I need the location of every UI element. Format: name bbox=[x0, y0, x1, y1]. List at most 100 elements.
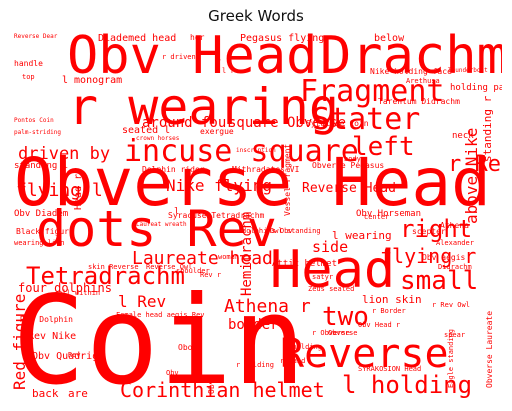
word: dolphins Obv bbox=[242, 227, 293, 235]
word: flying r bbox=[380, 244, 477, 268]
word: Athena r bbox=[224, 296, 311, 317]
word: incuse square bbox=[124, 134, 359, 169]
word: Stater bbox=[312, 102, 421, 137]
word-vertical: Obverse Laureate bbox=[485, 310, 494, 388]
word-vertical: Eagle standing bbox=[447, 328, 455, 388]
word: Didrachm bbox=[438, 263, 472, 271]
word: Attic helmet bbox=[272, 259, 338, 269]
figure-title: Greek Words bbox=[208, 7, 304, 25]
word: r hand bbox=[280, 357, 306, 365]
word: Reverse Owl bbox=[146, 263, 193, 271]
word: Corinthian helmet bbox=[120, 378, 325, 402]
word: Diademed head bbox=[98, 33, 177, 44]
word: Obverse bbox=[328, 329, 358, 337]
word-vertical: Obv bbox=[207, 379, 216, 394]
word: exergue bbox=[200, 127, 234, 136]
word: l Rev bbox=[118, 292, 167, 311]
word: l bbox=[174, 207, 180, 217]
word: Athena bbox=[440, 221, 469, 230]
word: l r bbox=[222, 67, 235, 75]
word: Obv aegis bbox=[422, 253, 466, 262]
word: Arethusa bbox=[406, 77, 440, 85]
word: dots Rev bbox=[36, 200, 277, 258]
word: r bbox=[216, 57, 221, 66]
word: r holding bbox=[236, 361, 274, 369]
word: Obverse Pegasus bbox=[312, 161, 385, 170]
word: Obv Horseman bbox=[356, 209, 422, 219]
word-vertical: above Nike bbox=[462, 127, 481, 224]
word: all within bbox=[58, 289, 101, 297]
word: satyr bbox=[312, 273, 334, 281]
word-vertical: Red figure bbox=[12, 293, 29, 390]
word: center bbox=[364, 213, 390, 221]
word: Nike flying bbox=[166, 176, 272, 195]
word: Reverse Dear bbox=[14, 33, 58, 40]
word: skin Reverse bbox=[88, 263, 139, 271]
word: handle bbox=[14, 59, 43, 68]
word: lion skin bbox=[362, 293, 422, 306]
word: Pontos Coin bbox=[14, 117, 54, 124]
word: Mithradates VI bbox=[232, 165, 300, 174]
word: Obv bbox=[166, 369, 179, 377]
word: Laureate head bbox=[132, 248, 273, 269]
word: Pegasus flying bbox=[240, 33, 325, 44]
word-vertical: Vessel Fragment bbox=[283, 143, 292, 216]
word: Zeus seated bbox=[308, 285, 355, 293]
word: Syracuse Tetradrachm bbox=[168, 211, 265, 220]
word: small bbox=[400, 266, 479, 296]
word: Obol bbox=[178, 343, 198, 352]
word: SYRAKOSION Head bbox=[358, 365, 422, 373]
word: flying l bbox=[16, 180, 103, 201]
word: Reverse Head bbox=[302, 181, 396, 196]
word: l monogram bbox=[62, 75, 123, 86]
word: border bbox=[228, 317, 279, 333]
word: seated l bbox=[122, 125, 171, 136]
word: Reverse bbox=[280, 331, 449, 377]
word: Alexander bbox=[436, 239, 474, 247]
word: below bbox=[374, 33, 405, 44]
word: left bbox=[352, 132, 415, 162]
word: Obverse Head bbox=[14, 144, 491, 221]
word: Syracuse Coin bbox=[306, 119, 369, 128]
word: Dolphin rider bbox=[142, 165, 205, 174]
word: holding palm bbox=[450, 83, 502, 93]
word: Rev Nike bbox=[28, 331, 77, 342]
word: Rev Dolphin bbox=[20, 315, 73, 324]
word: Tarentum Didrachm bbox=[378, 97, 460, 106]
word: r Obverse bbox=[312, 329, 350, 337]
word: wearing lion bbox=[14, 239, 65, 247]
word: right bbox=[400, 215, 473, 243]
word: Rev r bbox=[200, 271, 222, 279]
word: Obv Head bbox=[67, 32, 318, 86]
word: around four bbox=[142, 115, 235, 131]
word-vertical: Hemidrachm bbox=[239, 211, 255, 296]
word: side bbox=[312, 238, 349, 256]
word: scepter bbox=[412, 227, 446, 236]
word: l holding bbox=[342, 371, 473, 399]
word: r driven bbox=[162, 53, 196, 61]
word: r Border bbox=[372, 307, 406, 315]
word: four dolphins bbox=[18, 281, 112, 295]
word: Thunderbolt bbox=[448, 67, 488, 74]
word: r wearing bbox=[68, 78, 339, 136]
word: Obv Quadriga bbox=[32, 351, 105, 362]
word: l holding bbox=[284, 343, 322, 351]
word: neck bbox=[452, 131, 474, 141]
word: square Obverse bbox=[228, 115, 347, 131]
word-cloud: Coin Obverse Head Obv Head Drachm r wear… bbox=[12, 32, 502, 402]
word: inscription bbox=[236, 147, 276, 154]
word: Head bbox=[270, 240, 396, 300]
word: Obv Diadem bbox=[14, 209, 69, 219]
word: Drachm bbox=[320, 32, 502, 86]
word: l wearing bbox=[332, 229, 392, 242]
word: shoulder bbox=[176, 267, 210, 275]
word: Rev bbox=[68, 351, 81, 359]
word: Coin bbox=[12, 270, 306, 402]
word: back bbox=[32, 387, 59, 400]
word: two bbox=[322, 302, 369, 332]
word: her bbox=[190, 33, 205, 42]
word-vertical: standing r bbox=[481, 95, 494, 162]
word: Black figure bbox=[16, 227, 74, 236]
word: palm-striding bbox=[14, 129, 61, 136]
